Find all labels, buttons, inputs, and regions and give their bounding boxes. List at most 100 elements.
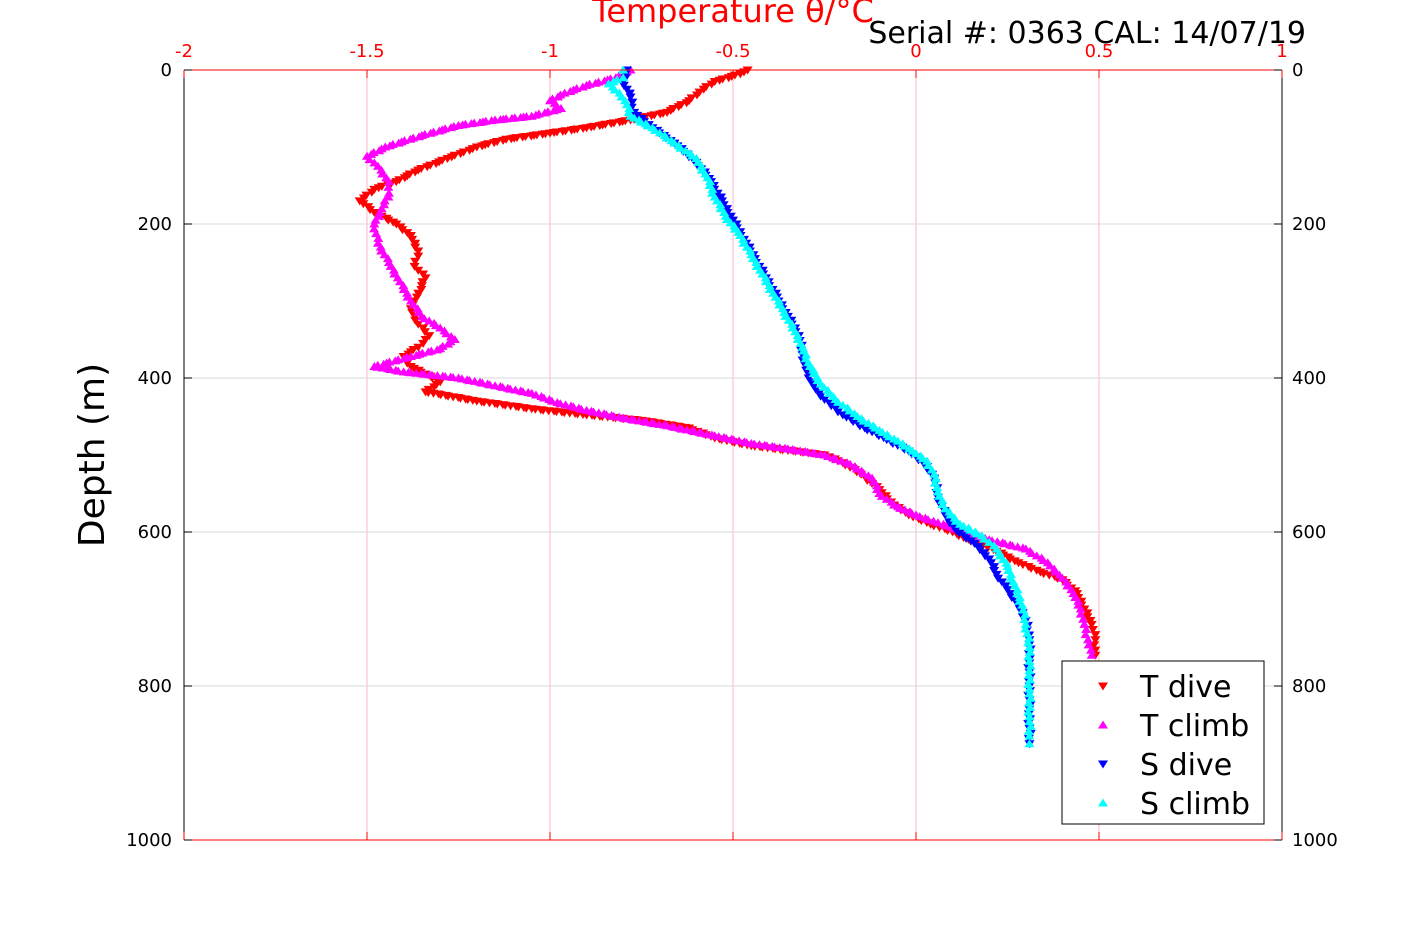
data-point	[921, 456, 932, 465]
data-point	[705, 177, 716, 186]
data-point	[899, 441, 910, 450]
data-point	[429, 383, 440, 392]
y-tick-label-right: 600	[1292, 522, 1326, 543]
data-point	[858, 468, 869, 477]
data-point	[837, 400, 848, 409]
data-point	[1023, 707, 1034, 716]
data-point	[841, 413, 852, 422]
data-point	[706, 80, 717, 89]
data-point	[787, 319, 798, 328]
y-tick-label-left: 600	[138, 522, 172, 543]
data-point	[836, 456, 847, 465]
data-point	[851, 464, 862, 473]
series-t-dive	[354, 66, 1101, 660]
data-point	[932, 483, 943, 492]
data-point	[831, 455, 842, 464]
data-point	[565, 87, 576, 96]
data-point	[383, 188, 394, 197]
data-point	[923, 461, 934, 470]
legend: T dive T climb S dive S climb	[1061, 660, 1265, 825]
data-point	[961, 534, 972, 543]
data-point	[618, 73, 629, 82]
data-point	[577, 82, 588, 91]
data-point	[812, 372, 823, 381]
data-point	[696, 161, 707, 170]
series-s-climb	[603, 65, 1036, 748]
series-t-climb	[362, 65, 1097, 659]
data-point	[1017, 600, 1028, 609]
data-point	[1023, 670, 1034, 679]
y-tick-label-left: 1000	[126, 830, 172, 851]
data-point	[445, 123, 456, 132]
data-point	[692, 91, 702, 100]
data-point	[1026, 549, 1037, 558]
data-point	[530, 390, 541, 399]
data-point	[374, 146, 385, 155]
data-point	[397, 226, 408, 235]
data-point	[1024, 739, 1035, 748]
data-point	[738, 234, 749, 243]
data-point	[858, 416, 869, 425]
data-point	[376, 165, 387, 174]
data-point	[1031, 551, 1042, 560]
data-point	[539, 108, 550, 117]
data-point	[844, 406, 855, 415]
data-point	[892, 436, 903, 445]
data-point	[1024, 666, 1035, 675]
legend-marker	[1098, 720, 1108, 729]
data-point	[1024, 656, 1035, 665]
y-tick-label-right: 800	[1292, 676, 1326, 697]
data-point	[826, 402, 837, 411]
y-axis-label: Depth (m)	[72, 363, 113, 547]
y-tick-label-right: 400	[1292, 368, 1326, 389]
data-point	[1023, 726, 1034, 735]
data-point	[1086, 620, 1097, 629]
data-point	[911, 449, 921, 458]
data-point	[1079, 619, 1090, 628]
data-point	[1090, 631, 1101, 640]
data-point	[729, 221, 740, 230]
data-point	[1089, 641, 1100, 650]
data-point	[1086, 645, 1097, 654]
data-point	[624, 104, 635, 112]
data-point	[375, 242, 386, 251]
data-point	[979, 534, 990, 543]
series-layer	[354, 65, 1101, 749]
data-point	[832, 397, 843, 406]
data-point	[930, 474, 941, 483]
data-point	[374, 207, 385, 216]
data-point	[937, 495, 948, 504]
data-point	[373, 233, 384, 242]
data-point	[383, 177, 394, 186]
data-point	[538, 393, 549, 402]
y-tick-label-left: 400	[138, 368, 172, 389]
data-point	[922, 515, 933, 524]
data-point	[379, 196, 390, 205]
data-point	[548, 106, 559, 115]
data-point	[378, 359, 389, 368]
data-point	[1024, 689, 1035, 698]
data-point	[377, 169, 388, 178]
axes	[183, 69, 1283, 841]
data-point	[434, 126, 445, 135]
data-point	[1012, 585, 1023, 594]
data-point	[413, 247, 424, 256]
legend-label: T dive	[1139, 670, 1231, 705]
data-point	[425, 128, 436, 137]
data-point	[654, 128, 665, 137]
data-point	[661, 133, 672, 142]
y-tick-label-right: 1000	[1292, 830, 1338, 851]
data-point	[954, 529, 965, 538]
chart-title: Temperature θ/°C	[591, 0, 874, 30]
data-point	[863, 418, 874, 427]
data-point	[941, 521, 952, 530]
data-point	[627, 98, 638, 107]
legend-marker	[1098, 682, 1108, 691]
data-point	[823, 452, 834, 461]
data-point	[388, 265, 399, 274]
y-tick-label-left: 200	[138, 214, 172, 235]
data-point	[994, 547, 1005, 556]
data-point	[1006, 569, 1017, 578]
y-tick-label-right: 0	[1292, 60, 1303, 81]
